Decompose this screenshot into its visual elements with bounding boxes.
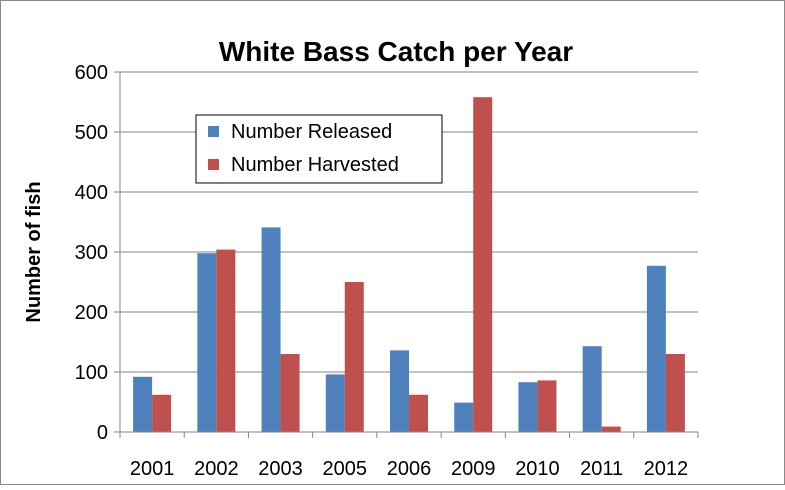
bar-number-released-2009 <box>454 402 474 432</box>
bar-number-harvested-2006 <box>409 394 428 432</box>
y-tick-label: 600 <box>75 62 108 84</box>
bar-number-released-2012 <box>646 265 666 432</box>
bar-number-released-2006 <box>390 350 409 432</box>
x-tick-label: 2009 <box>451 458 496 480</box>
y-tick-label: 500 <box>75 122 108 144</box>
x-tick-label: 2012 <box>644 458 689 480</box>
bars <box>133 97 685 432</box>
legend-swatch <box>208 159 219 170</box>
bar-number-harvested-2005 <box>344 282 364 432</box>
bar-number-harvested-2011 <box>601 426 621 432</box>
y-tick-label: 200 <box>75 302 108 324</box>
x-tick-label: 2003 <box>258 458 303 480</box>
x-tick-label: 2010 <box>515 458 560 480</box>
bar-number-released-2005 <box>325 374 345 432</box>
x-tick-label: 2005 <box>323 458 368 480</box>
bar-number-harvested-2001 <box>152 394 172 432</box>
legend-label: Number Harvested <box>231 154 399 176</box>
y-tick-label: 100 <box>75 362 108 384</box>
bar-number-released-2011 <box>582 346 602 432</box>
bar-number-harvested-2003 <box>280 354 300 432</box>
legend-swatch <box>208 126 219 137</box>
legend-box <box>195 114 443 184</box>
bar-number-harvested-2002 <box>216 249 236 432</box>
x-tick-label: 2001 <box>130 458 175 480</box>
axes: 0 100 200 300 400 500 600 2001 2002 2003 2005 2006 2… <box>75 62 699 480</box>
y-tick-label: 300 <box>75 242 108 264</box>
x-tick-label: 2006 <box>387 458 432 480</box>
bar-number-harvested-2012 <box>665 354 685 432</box>
x-tick-label: 2011 <box>580 458 623 480</box>
x-tick-label: 2002 <box>194 458 239 480</box>
chart-title: White Bass Catch per Year <box>219 36 573 67</box>
bar-number-released-2001 <box>133 376 153 432</box>
y-tick-label: 400 <box>75 182 108 204</box>
bar-number-harvested-2009 <box>473 97 493 432</box>
bar-number-harvested-2010 <box>537 380 557 432</box>
bar-number-released-2010 <box>518 382 538 432</box>
bar-number-released-2003 <box>261 227 281 432</box>
bar-number-released-2002 <box>197 253 217 432</box>
legend-label: Number Released <box>231 121 392 143</box>
y-axis-label: Number of fish <box>23 181 45 322</box>
y-tick-label: 0 <box>97 422 108 444</box>
legend: Number Released Number Harvested <box>195 114 443 184</box>
